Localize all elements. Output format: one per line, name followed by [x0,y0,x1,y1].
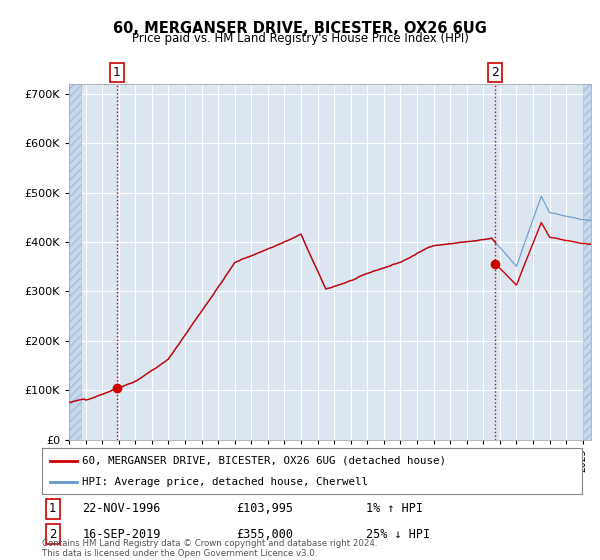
Text: 2: 2 [491,66,499,78]
Bar [69,84,82,440]
Text: Contains HM Land Registry data © Crown copyright and database right 2024.
This d: Contains HM Land Registry data © Crown c… [42,539,377,558]
Text: Price paid vs. HM Land Registry's House Price Index (HPI): Price paid vs. HM Land Registry's House … [131,32,469,45]
Bar [583,84,591,440]
Text: £355,000: £355,000 [236,528,293,540]
Text: 22-NOV-1996: 22-NOV-1996 [83,502,161,515]
Text: 60, MERGANSER DRIVE, BICESTER, OX26 6UG (detached house): 60, MERGANSER DRIVE, BICESTER, OX26 6UG … [83,456,446,466]
Text: 1: 1 [49,502,56,515]
Text: 16-SEP-2019: 16-SEP-2019 [83,528,161,540]
Text: HPI: Average price, detached house, Cherwell: HPI: Average price, detached house, Cher… [83,478,368,487]
Text: 2: 2 [49,528,56,540]
Text: 60, MERGANSER DRIVE, BICESTER, OX26 6UG: 60, MERGANSER DRIVE, BICESTER, OX26 6UG [113,21,487,36]
Text: £103,995: £103,995 [236,502,293,515]
Text: 25% ↓ HPI: 25% ↓ HPI [366,528,430,540]
Text: 1: 1 [113,66,121,78]
Text: 1% ↑ HPI: 1% ↑ HPI [366,502,423,515]
